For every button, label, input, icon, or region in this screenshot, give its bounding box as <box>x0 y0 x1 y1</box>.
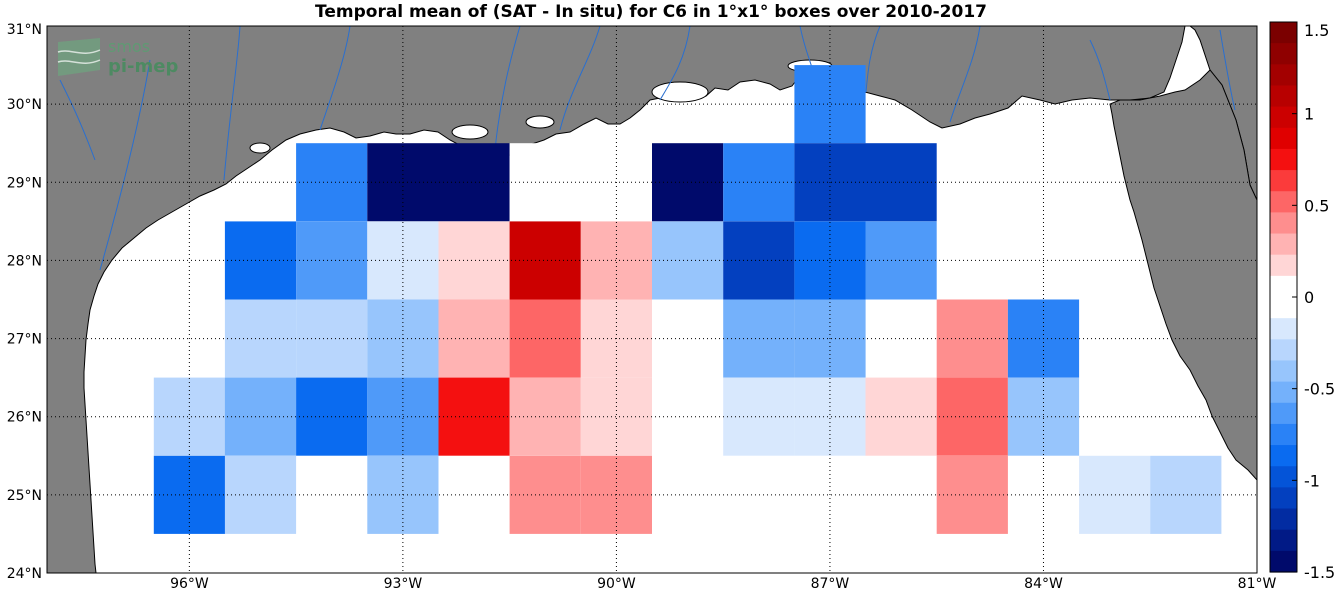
map-area <box>47 26 1257 573</box>
smos-pi-mep-logo: smos pi-mep <box>57 37 178 77</box>
colorbar-segment <box>1270 360 1297 383</box>
colorbar-tick-label: 1 <box>1304 105 1314 124</box>
colorbar-tick-label: -1 <box>1304 471 1320 490</box>
colorbar-tick-label: 1.5 <box>1304 21 1329 40</box>
colorbar-segment <box>1270 106 1297 129</box>
map-frame <box>46 25 1258 574</box>
lon-tick-label: 93°W <box>384 576 423 592</box>
data-box <box>936 455 1008 534</box>
data-box <box>509 143 581 222</box>
data-box <box>438 143 510 222</box>
data-box <box>509 221 581 300</box>
data-box <box>438 377 510 456</box>
colorbar-tick-label: 0 <box>1304 288 1314 307</box>
colorbar-segment <box>1270 254 1297 277</box>
colorbar-segment <box>1270 339 1297 362</box>
colorbar-segment <box>1270 170 1297 192</box>
lat-tick-label: 27°N <box>7 332 42 348</box>
data-box <box>224 377 297 456</box>
data-box <box>438 299 510 378</box>
gridlines <box>47 26 1257 573</box>
data-box <box>224 455 297 534</box>
data-box <box>865 377 937 456</box>
bay-shape <box>451 124 489 140</box>
colorbar-segment <box>1270 466 1297 488</box>
data-box <box>509 377 581 456</box>
land-mass <box>47 26 1257 573</box>
colorbar-segment <box>1270 318 1297 340</box>
colorbar-segment <box>1270 148 1297 171</box>
data-box <box>1079 455 1151 534</box>
data-box <box>438 221 510 300</box>
lat-tick-label: 26°N <box>7 410 42 426</box>
data-box <box>865 143 937 222</box>
data-box <box>794 65 866 144</box>
rivers <box>59 26 1236 271</box>
data-box <box>865 221 937 300</box>
colorbar-segment <box>1270 487 1297 510</box>
colorbar-segment <box>1270 233 1297 256</box>
data-box <box>794 221 866 300</box>
lat-tick-label: 28°N <box>7 253 42 269</box>
logo-line1: smos <box>108 37 150 56</box>
lon-tick-label: 87°W <box>811 576 850 592</box>
lat-tick-label: 25°N <box>7 488 42 504</box>
colorbar-segment <box>1270 191 1297 213</box>
latitude-labels: 24°N 25°N 26°N 27°N 28°N 29°N 30°N 31°N <box>7 22 42 582</box>
colorbar-segment <box>1270 85 1297 108</box>
figure-title: Temporal mean of (SAT - In situ) for C6 … <box>315 2 987 22</box>
lon-tick-label: 90°W <box>597 576 636 592</box>
colorbar-segment <box>1270 297 1297 319</box>
florida-south-land <box>1109 69 1257 481</box>
colorbar-tick-label: 0.5 <box>1304 196 1329 215</box>
lat-tick-label: 30°N <box>7 97 42 113</box>
longitude-labels: 96°W 93°W 90°W 87°W 84°W 81°W <box>170 576 1276 592</box>
lon-tick-label: 84°W <box>1024 576 1063 592</box>
lat-tick-label: 29°N <box>7 175 42 191</box>
colorbar-segment <box>1270 22 1297 44</box>
data-box <box>224 221 297 300</box>
galveston-bay <box>249 142 271 154</box>
colorbar-tick-label: -0.5 <box>1304 380 1335 399</box>
colorbar-tick-label: -1.5 <box>1304 563 1335 582</box>
data-box <box>509 299 581 378</box>
colorbar-segment <box>1270 127 1297 150</box>
data-box <box>153 377 225 456</box>
colorbar-segment <box>1270 275 1297 298</box>
data-box <box>224 299 297 378</box>
colorbar <box>1270 22 1297 573</box>
colorbar-segment <box>1270 402 1297 425</box>
lake-pontchartrain <box>651 81 709 103</box>
lat-tick-label: 31°N <box>7 22 42 38</box>
colorbar-segment <box>1270 212 1297 235</box>
colorbar-segment <box>1270 43 1297 65</box>
bay-shape <box>525 115 555 129</box>
logo-line2: pi-mep <box>108 56 178 77</box>
colorbar-segment <box>1270 550 1297 573</box>
colorbar-segment <box>1270 64 1297 87</box>
colorbar-segment <box>1270 381 1297 404</box>
colorbar-labels: 1.5 1 0.5 0 -0.5 -1 -1.5 <box>1292 21 1335 582</box>
lat-tick-label: 24°N <box>7 566 42 582</box>
colorbar-segment <box>1270 529 1297 552</box>
data-box <box>936 299 1008 378</box>
data-box <box>794 377 866 456</box>
lon-tick-label: 96°W <box>170 576 209 592</box>
lon-tick-label: 81°W <box>1238 576 1277 592</box>
colorbar-segment <box>1270 423 1297 446</box>
data-box <box>936 377 1008 456</box>
colorbar-segment <box>1270 445 1297 467</box>
data-box <box>1150 455 1222 534</box>
colorbar-segment <box>1270 508 1297 531</box>
data-box <box>509 455 581 534</box>
